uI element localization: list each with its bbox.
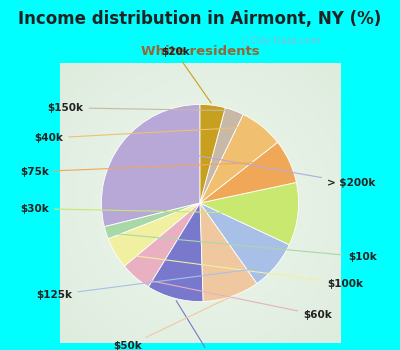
Wedge shape bbox=[200, 182, 298, 245]
Text: $30k: $30k bbox=[20, 204, 295, 214]
Wedge shape bbox=[124, 203, 200, 287]
Wedge shape bbox=[200, 104, 225, 203]
Text: $125k: $125k bbox=[36, 267, 273, 300]
Wedge shape bbox=[200, 142, 296, 203]
Text: $20k: $20k bbox=[161, 47, 211, 103]
Wedge shape bbox=[104, 203, 200, 239]
Wedge shape bbox=[108, 203, 200, 266]
Text: > $200k: > $200k bbox=[125, 143, 375, 188]
Text: $75k: $75k bbox=[20, 161, 286, 177]
Wedge shape bbox=[102, 104, 200, 227]
Text: $100k: $100k bbox=[118, 253, 364, 289]
Wedge shape bbox=[200, 114, 278, 203]
Text: Income distribution in Airmont, NY (%): Income distribution in Airmont, NY (%) bbox=[18, 10, 382, 28]
Text: $10k: $10k bbox=[109, 233, 377, 262]
Text: $60k: $60k bbox=[138, 278, 332, 320]
Text: $50k: $50k bbox=[113, 298, 229, 350]
Wedge shape bbox=[148, 203, 203, 302]
Text: Ⓢ City-Data.com: Ⓢ City-Data.com bbox=[242, 36, 321, 46]
Wedge shape bbox=[200, 108, 243, 203]
Text: $150k: $150k bbox=[48, 103, 232, 113]
Text: $40k: $40k bbox=[34, 126, 259, 143]
Text: White residents: White residents bbox=[141, 45, 259, 58]
Wedge shape bbox=[200, 203, 289, 284]
Text: $200k: $200k bbox=[176, 301, 229, 350]
Wedge shape bbox=[200, 203, 257, 301]
